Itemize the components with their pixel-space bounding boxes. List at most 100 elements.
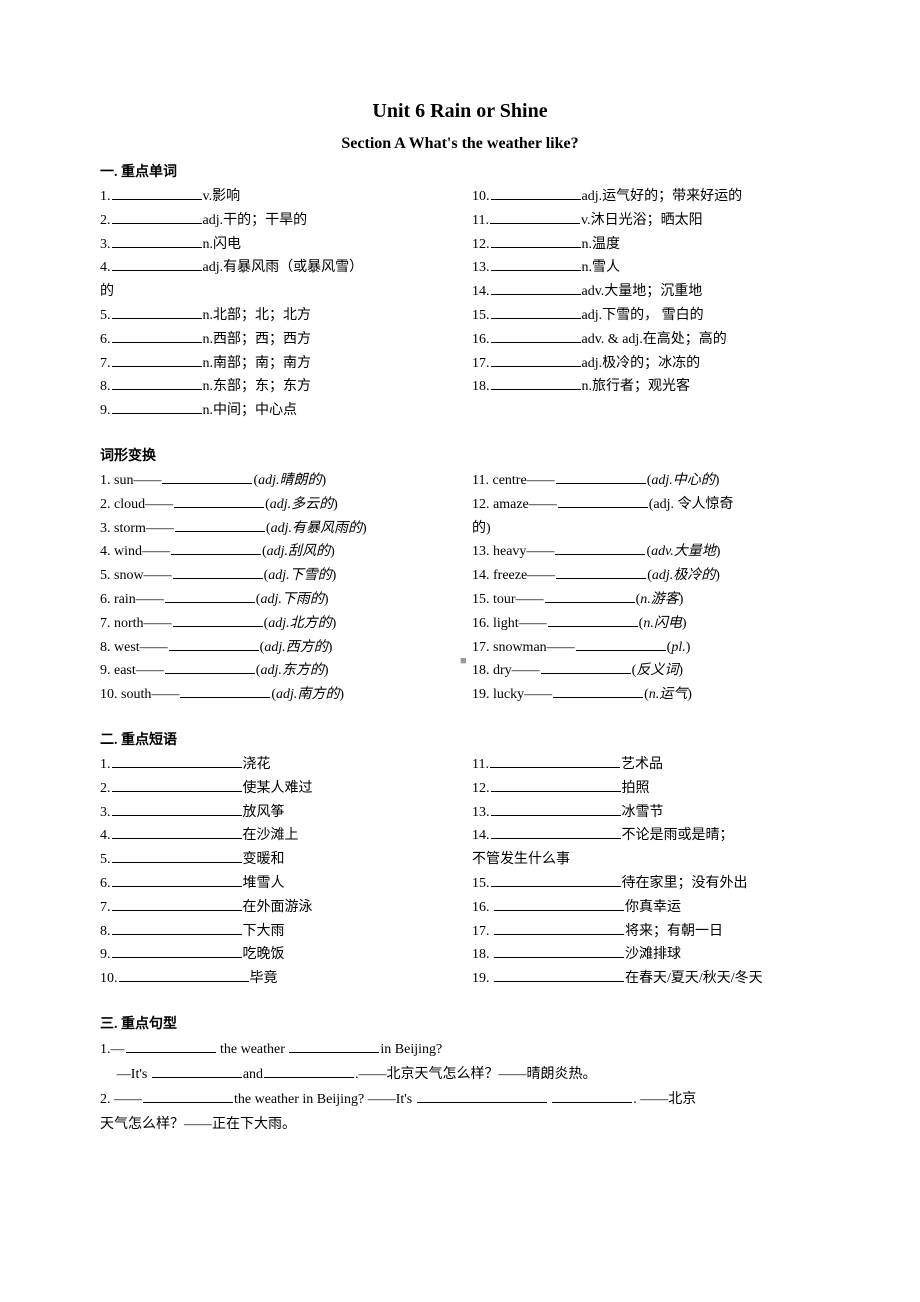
item-prefix: 15. tour—— bbox=[472, 592, 544, 607]
item-text: adj.极冷的；冰冻的 bbox=[582, 356, 701, 371]
list-item: 11. centre——(adj.中心的) bbox=[472, 469, 820, 493]
item-number: 4. bbox=[100, 828, 111, 843]
list-item: 1.浇花 bbox=[100, 753, 448, 777]
list-item: 19. lucky——(n.运气) bbox=[472, 683, 820, 707]
list-item: 11.v.沐日光浴；晒太阳 bbox=[472, 209, 820, 233]
item-number: 19. bbox=[472, 971, 493, 986]
item-number: 7. bbox=[100, 356, 111, 371]
item-text: 变暖和 bbox=[243, 852, 285, 867]
item-suffix: (adj.极冷的) bbox=[647, 568, 720, 583]
text: 2. —— bbox=[100, 1092, 142, 1107]
blank bbox=[112, 375, 202, 390]
blank bbox=[558, 493, 648, 508]
item-number: 11. bbox=[472, 757, 489, 772]
list-item: 的 bbox=[100, 280, 448, 304]
item-text: 在春天/夏天/秋天/冬天 bbox=[625, 971, 763, 986]
list-item: 16.adv. & adj.在高处；高的 bbox=[472, 328, 820, 352]
item-prefix: 18. dry—— bbox=[472, 663, 540, 678]
blank bbox=[126, 1038, 216, 1053]
item-text: adj.下雪的， 雪白的 bbox=[582, 308, 704, 323]
item-prefix: 8. west—— bbox=[100, 640, 168, 655]
blank bbox=[494, 896, 624, 911]
item-number: 8. bbox=[100, 379, 111, 394]
list-item: 8. 下大雨 bbox=[100, 920, 448, 944]
item-prefix: 12. amaze—— bbox=[472, 497, 557, 512]
list-item: 17. 将来；有朝一日 bbox=[472, 920, 820, 944]
list-item: 14.不论是雨或是晴； bbox=[472, 824, 820, 848]
item-text: n.南部；南；南方 bbox=[203, 356, 312, 371]
item-number: 12. bbox=[472, 237, 490, 252]
item-text: 下大雨 bbox=[243, 924, 285, 939]
list-item: 4. wind——(adj.刮风的) bbox=[100, 540, 448, 564]
item-text: n.西部；西；西方 bbox=[203, 332, 312, 347]
item-suffix: (n.闪电) bbox=[639, 616, 687, 631]
item-suffix: (pl.) bbox=[667, 640, 691, 655]
blank bbox=[112, 209, 202, 224]
blank bbox=[112, 848, 242, 863]
blank bbox=[173, 612, 263, 627]
text: 1.— bbox=[100, 1042, 125, 1057]
blank bbox=[553, 683, 643, 698]
blank bbox=[264, 1063, 354, 1078]
blank bbox=[491, 304, 581, 319]
item-number: 10. bbox=[472, 189, 490, 204]
blank bbox=[173, 564, 263, 579]
blank bbox=[417, 1088, 547, 1103]
item-text: 堆雪人 bbox=[243, 876, 285, 891]
item-text: n.旅行者；观光客 bbox=[582, 379, 691, 394]
list-item: 5.n.北部；北；北方 bbox=[100, 304, 448, 328]
blank bbox=[548, 612, 638, 627]
item-number: 2. bbox=[100, 213, 111, 228]
list-item: 19. 在春天/夏天/秋天/冬天 bbox=[472, 967, 820, 991]
list-item: 2. adj.干的；干旱的 bbox=[100, 209, 448, 233]
list-item: 14.adv.大量地；沉重地 bbox=[472, 280, 820, 304]
blank bbox=[541, 659, 631, 674]
list-item: 12.n.温度 bbox=[472, 233, 820, 257]
item-text: v.影响 bbox=[203, 189, 241, 204]
item-number: 8. bbox=[100, 924, 111, 939]
item-number: 14. bbox=[472, 284, 490, 299]
phrases-heading: 二. 重点短语 bbox=[100, 729, 820, 749]
item-text: 艺术品 bbox=[621, 757, 663, 772]
item-suffix: (adv.大量地) bbox=[646, 544, 720, 559]
list-item: 12.拍照 bbox=[472, 777, 820, 801]
list-item: 18.n.旅行者；观光客 bbox=[472, 375, 820, 399]
item-text: adj.干的；干旱的 bbox=[203, 213, 308, 228]
blank bbox=[112, 896, 242, 911]
item-number: 3. bbox=[100, 237, 111, 252]
list-item: 13. heavy—— (adv.大量地) bbox=[472, 540, 820, 564]
item-suffix: (adj.有暴风雨的) bbox=[266, 521, 367, 536]
list-item: 3.n.闪电 bbox=[100, 233, 448, 257]
list-item: 16. light—— (n.闪电) bbox=[472, 612, 820, 636]
blank bbox=[112, 920, 242, 935]
blank bbox=[555, 540, 645, 555]
blank bbox=[171, 540, 261, 555]
item-text: n.雪人 bbox=[582, 260, 621, 275]
item-text: 放风筝 bbox=[243, 805, 285, 820]
blank bbox=[491, 352, 581, 367]
list-item: 7. n.南部；南；南方 bbox=[100, 352, 448, 376]
blank bbox=[112, 399, 202, 414]
list-item: 1. sun——(adj.晴朗的) bbox=[100, 469, 448, 493]
item-prefix: 3. storm—— bbox=[100, 521, 174, 536]
item-suffix: (adj.下雨的) bbox=[256, 592, 329, 607]
item-prefix: 16. light—— bbox=[472, 616, 547, 631]
list-item: 18. dry—— (反义词) bbox=[472, 659, 820, 683]
blank bbox=[152, 1063, 242, 1078]
item-number: 18. bbox=[472, 947, 493, 962]
sentence-1-line2: —It's and.——北京天气怎么样？——晴朗炎热。 bbox=[100, 1062, 820, 1087]
list-item: 的) bbox=[472, 517, 820, 541]
list-item: 1.v.影响 bbox=[100, 185, 448, 209]
blank bbox=[556, 469, 646, 484]
blank bbox=[174, 493, 264, 508]
item-number: 12. bbox=[472, 781, 490, 796]
item-prefix: 13. heavy—— bbox=[472, 544, 554, 559]
list-item: 11. 艺术品 bbox=[472, 753, 820, 777]
item-text: 待在家里；没有外出 bbox=[622, 876, 748, 891]
blank bbox=[494, 920, 624, 935]
blank bbox=[490, 209, 580, 224]
blank bbox=[112, 233, 202, 248]
item-suffix: (adj.东方的) bbox=[256, 663, 329, 678]
blank bbox=[491, 375, 581, 390]
item-suffix: (反义词) bbox=[632, 663, 683, 678]
